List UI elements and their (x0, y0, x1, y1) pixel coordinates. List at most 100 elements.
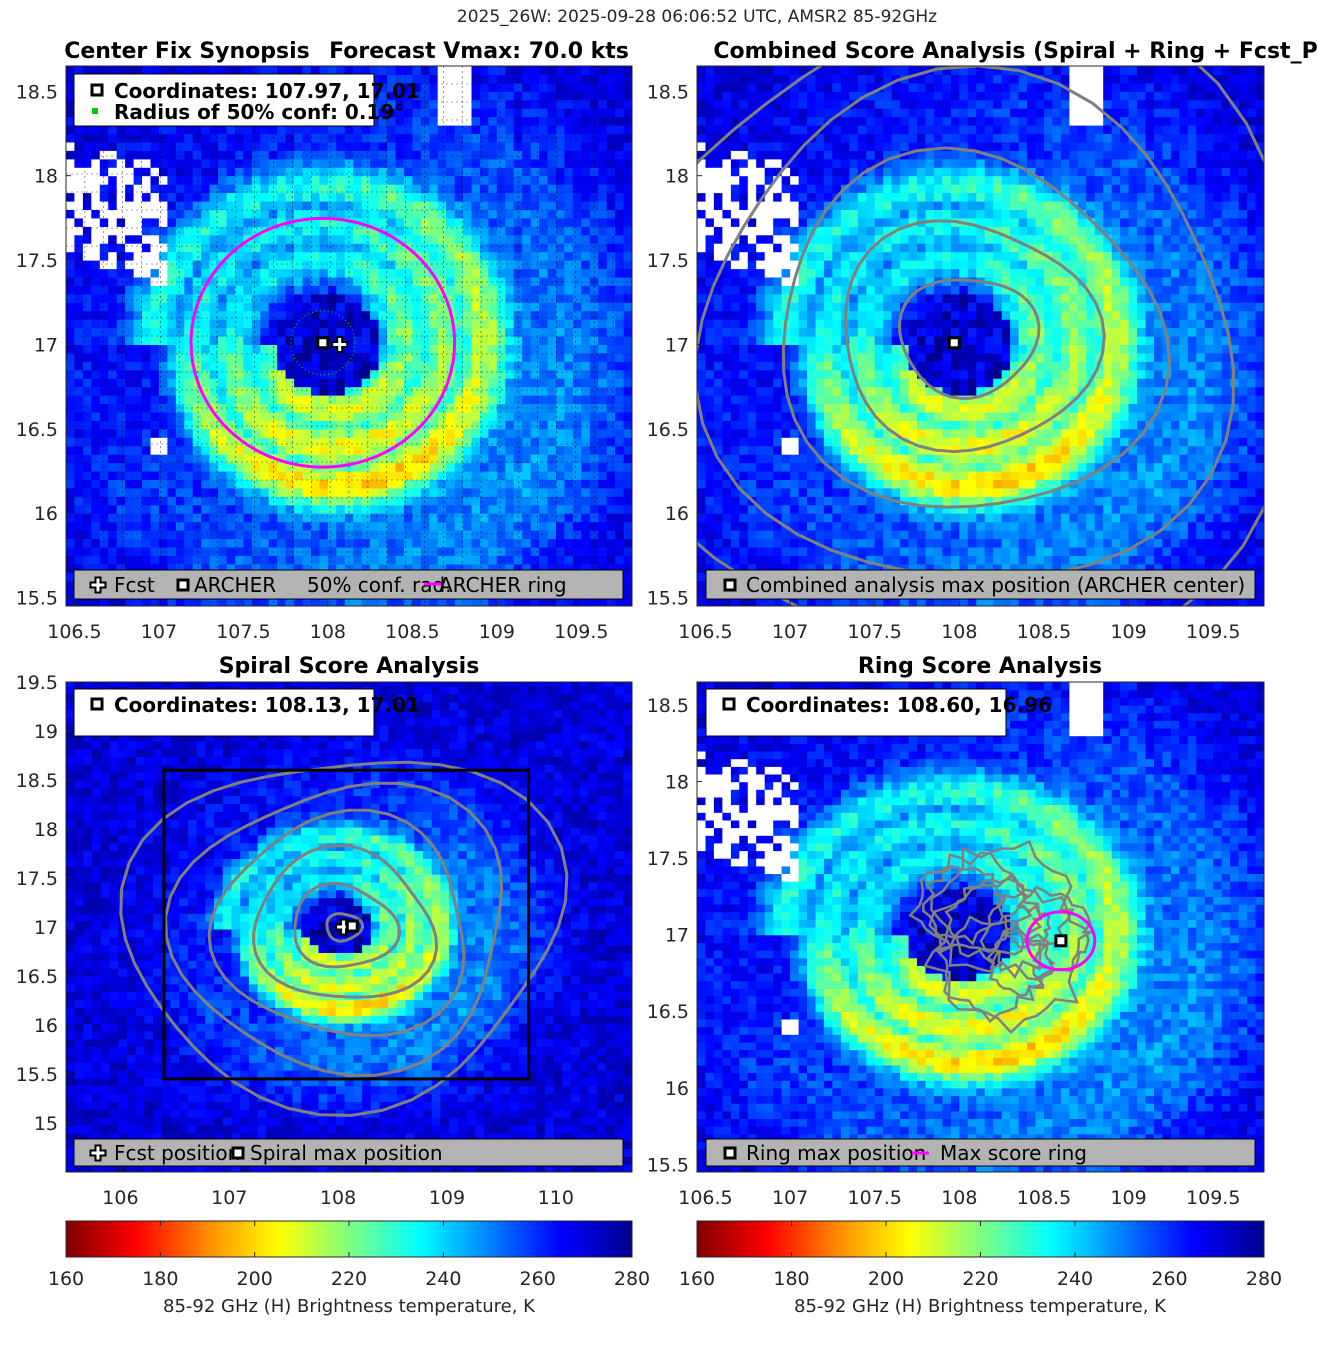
y-tick-label: 15.5 (16, 1064, 58, 1086)
colorbar-tick-label: 280 (614, 1268, 650, 1290)
search-box (162, 768, 531, 1081)
x-tick-label: 109.5 (554, 621, 608, 643)
y-tick-label: 17.5 (647, 250, 689, 272)
contour-line (119, 760, 569, 1117)
colorbar-tick-label: 240 (1057, 1268, 1093, 1290)
contour-line (252, 843, 439, 999)
x-tick-label: 108.5 (1017, 621, 1071, 643)
y-tick-label: 16 (665, 1078, 689, 1100)
legend: Fcst position Spiral max position (73, 1138, 624, 1167)
y-tick-label: 16.5 (647, 1001, 689, 1023)
y-tick-label: 15.5 (647, 588, 689, 610)
square-marker (947, 336, 961, 350)
contour-line (979, 885, 1096, 981)
archer-ring (189, 216, 457, 469)
axes-frame (696, 65, 1265, 607)
info-coordinates: Coordinates: 107.97, 17.01 (114, 79, 420, 103)
y-tick-label: 16 (34, 503, 58, 525)
legend-archer: ARCHER (194, 573, 276, 597)
y-tick-label: 15.5 (16, 588, 58, 610)
y-ticks: 15.5 16 16.5 17 17.5 18 18.5 (16, 81, 71, 610)
x-ticks: 106.5 107 107.5 108 108.5 109 109.5 (47, 601, 609, 643)
x-tick-label: 106.5 (678, 621, 732, 643)
x-tick-label: 106.5 (47, 621, 101, 643)
square-marker (345, 919, 359, 933)
colorbar-tick-label: 160 (48, 1268, 84, 1290)
colorbar-tick-label: 260 (520, 1268, 556, 1290)
panel-title: Combined Score Analysis (Spiral + Ring +… (713, 39, 1317, 64)
y-ticks: 15.5 16 16.5 17 17.5 18 18.5 (647, 695, 702, 1176)
colorbar-tick-label: 180 (773, 1268, 809, 1290)
info-radius: Radius of 50% conf: 0.19° (114, 100, 404, 124)
y-tick-label: 19.5 (16, 672, 58, 694)
x-ticks: 106 107 108 109 110 (102, 1167, 574, 1209)
x-tick-label: 108 (320, 1187, 356, 1209)
x-tick-label: 107 (772, 1187, 808, 1209)
panel-ring-score: Ring Score Analysis 106.5 107 107.5 108 108.… (647, 654, 1265, 1209)
y-tick-label: 17.5 (16, 250, 58, 272)
y-tick-label: 16 (34, 1015, 58, 1037)
panel-title-right: Forecast Vmax: 70.0 kts (329, 39, 629, 64)
colorbar-tick-label: 200 (868, 1268, 904, 1290)
axes-frame (65, 65, 633, 607)
contour-line (697, 66, 1236, 580)
square-marker-icon (231, 1146, 245, 1160)
square-marker-icon (723, 1146, 737, 1160)
y-tick-label: 16.5 (647, 419, 689, 441)
x-tick-label: 107 (141, 621, 177, 643)
x-tick-label: 108 (941, 1187, 977, 1209)
colorbar-tick-label: 180 (142, 1268, 178, 1290)
y-tick-label: 17 (665, 334, 689, 356)
y-tick-label: 15.5 (647, 1154, 689, 1176)
info-coordinates: Coordinates: 108.60, 16.96 (746, 693, 1052, 717)
contour-line (781, 146, 1172, 509)
colorbar-tick-label: 280 (1246, 1268, 1282, 1290)
x-tick-label: 107.5 (848, 621, 902, 643)
y-tick-label: 15 (34, 1113, 58, 1135)
y-tick-label: 18.5 (647, 695, 689, 717)
y-tick-label: 18 (665, 772, 689, 794)
contour-line (164, 781, 504, 1077)
colorbar-label: 85-92 GHz (H) Brightness temperature, K (794, 1296, 1167, 1317)
x-tick-label: 110 (538, 1187, 574, 1209)
heatmap (66, 66, 632, 606)
colorbar-tick-label: 240 (425, 1268, 461, 1290)
x-tick-label: 109 (479, 621, 515, 643)
y-tick-label: 16.5 (16, 966, 58, 988)
info-box: Coordinates: 108.13, 17.01 (73, 688, 420, 737)
colorbar-tick-label: 200 (237, 1268, 273, 1290)
y-tick-label: 17.5 (647, 848, 689, 870)
y-ticks: 15.5 16 16.5 17 17.5 18 18.5 (647, 81, 702, 610)
legend-spiral-max: Spiral max position (250, 1141, 443, 1165)
square-marker-icon (90, 697, 104, 711)
x-tick-label: 109.5 (1186, 621, 1240, 643)
contour-line (908, 851, 1033, 955)
x-tick-label: 108 (310, 621, 346, 643)
colorbar-label: 85-92 GHz (H) Brightness temperature, K (163, 1296, 536, 1317)
colorbar-left: 160 180 200 220 240 260 280 85-92 GHz (H) Brig… (48, 1220, 650, 1317)
y-tick-label: 19 (34, 721, 58, 743)
legend-max-score-ring: Max score ring (940, 1141, 1087, 1165)
legend: Fcst ARCHER 50% conf. rad. ARCHER ring (73, 569, 624, 600)
x-tick-label: 109 (1110, 1187, 1146, 1209)
colorbar-tick-label: 220 (962, 1268, 998, 1290)
x-tick-label: 109 (429, 1187, 465, 1209)
overlay (908, 839, 1097, 1035)
legend-fcst: Fcst (114, 573, 155, 597)
contour-line (986, 929, 1057, 998)
x-ticks: 106.5 107 107.5 108 108.5 109 109.5 (678, 601, 1240, 643)
panel-center-fix: Center Fix Synopsis Forecast Vmax: 70.0 … (16, 39, 633, 643)
y-tick-label: 18.5 (16, 770, 58, 792)
overlay (119, 760, 569, 1117)
contour-line (844, 219, 1106, 454)
x-tick-label: 108 (941, 621, 977, 643)
x-tick-label: 108.5 (385, 621, 439, 643)
contour-line (930, 839, 1075, 980)
grid (66, 66, 632, 606)
colorbar-tick-label: 160 (679, 1268, 715, 1290)
x-tick-label: 109 (1110, 621, 1146, 643)
info-coordinates: Coordinates: 108.13, 17.01 (114, 693, 420, 717)
panel-combined-score: Combined Score Analysis (Spiral + Ring +… (647, 39, 1317, 643)
x-tick-label: 107 (772, 621, 808, 643)
